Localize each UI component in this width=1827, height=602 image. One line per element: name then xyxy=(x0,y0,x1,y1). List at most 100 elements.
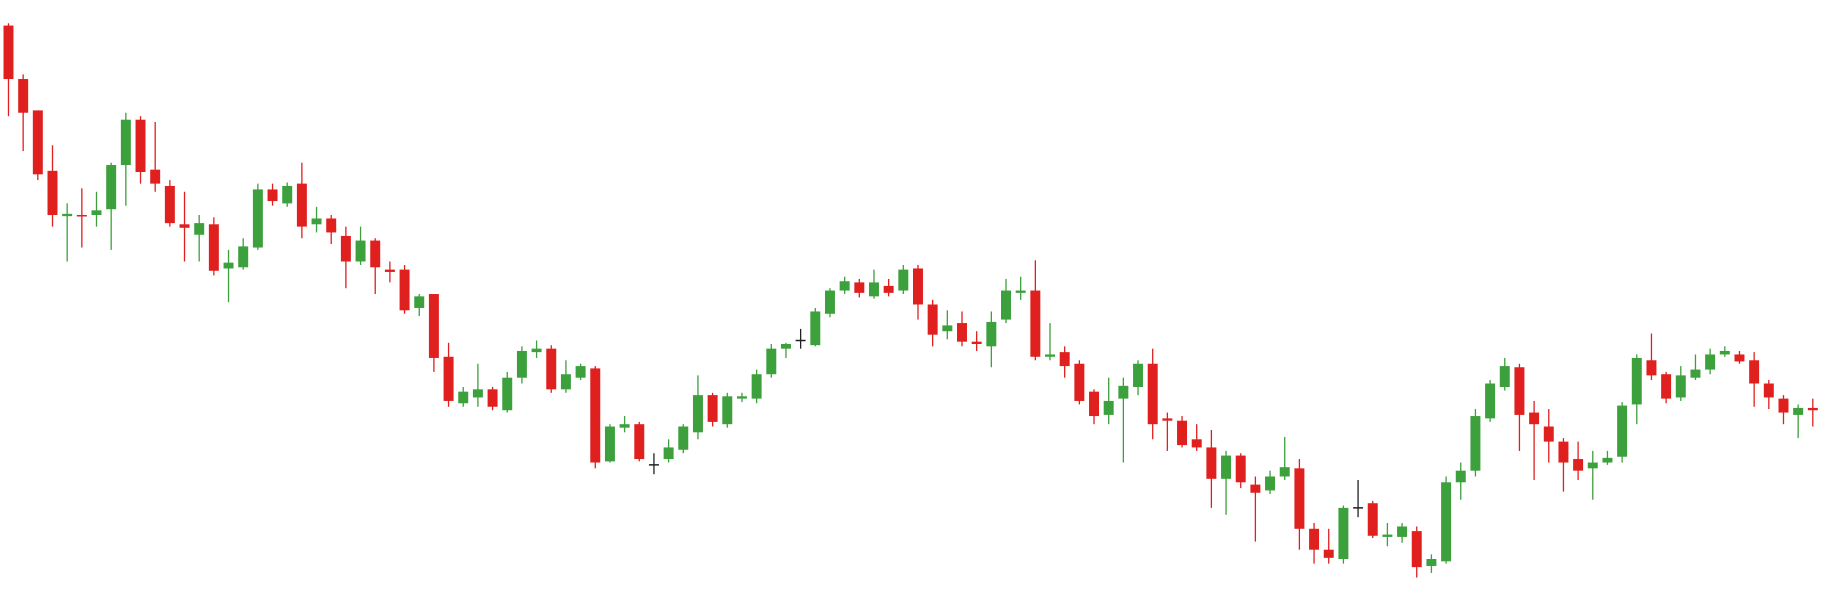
candle-body xyxy=(575,366,586,378)
candle-body xyxy=(1675,375,1686,398)
candle-body xyxy=(1763,383,1774,398)
candle-body xyxy=(1015,290,1026,293)
candle-body xyxy=(1294,468,1305,529)
candle-body xyxy=(428,294,439,358)
candle-body xyxy=(868,282,879,297)
candle-body xyxy=(1265,476,1276,491)
candle-body xyxy=(722,396,733,425)
candle-body xyxy=(414,296,425,308)
candle-body xyxy=(1573,459,1584,471)
candle-body xyxy=(106,165,117,210)
candle-body xyxy=(810,311,821,346)
candle-body xyxy=(736,396,747,399)
candle-body xyxy=(311,218,322,225)
candle-body xyxy=(1397,526,1408,537)
candle-body xyxy=(238,246,249,268)
candle-body xyxy=(194,223,205,235)
candle-body xyxy=(267,189,278,202)
candle-body xyxy=(487,389,498,407)
candle-body xyxy=(1602,457,1613,463)
candle-body xyxy=(1147,363,1158,425)
candle-body xyxy=(1646,360,1657,376)
candle-body xyxy=(883,285,894,293)
candle-body xyxy=(1485,383,1496,419)
candle-body xyxy=(1045,354,1055,357)
candle-body xyxy=(1059,352,1070,367)
candle-body xyxy=(1323,549,1334,558)
candle-body xyxy=(516,350,527,378)
candle-body xyxy=(47,170,58,215)
candle-body xyxy=(898,269,909,291)
candle-body xyxy=(1133,363,1144,387)
candle-body xyxy=(326,218,337,233)
candle-body xyxy=(854,282,865,293)
candle-body xyxy=(1587,462,1598,469)
candle-body xyxy=(1338,507,1349,559)
candle-body xyxy=(32,110,43,175)
candle-body xyxy=(1089,391,1100,417)
candle-body xyxy=(751,374,762,399)
candle-body xyxy=(531,348,542,353)
candle-body xyxy=(986,321,997,347)
candle-body xyxy=(1719,350,1730,355)
candle-body xyxy=(1206,447,1217,479)
candle-body xyxy=(1661,374,1672,399)
candle-body xyxy=(179,224,190,228)
candle-body xyxy=(1705,354,1716,370)
candle-body xyxy=(1411,531,1422,568)
candle-body xyxy=(62,213,73,217)
candle-body xyxy=(282,185,293,204)
candle-body xyxy=(663,447,674,460)
candle-body xyxy=(1529,412,1540,425)
candle-body xyxy=(1250,484,1261,493)
candle-body xyxy=(208,224,219,271)
candle-body xyxy=(1426,559,1437,566)
candle-body xyxy=(1543,426,1554,442)
candle-body xyxy=(1030,290,1041,357)
candle-body xyxy=(1177,420,1188,446)
candle-body xyxy=(546,348,557,390)
candle-body xyxy=(1631,357,1642,405)
candle-body xyxy=(399,269,410,311)
candle-body xyxy=(1778,398,1789,413)
candle-body xyxy=(1309,528,1320,550)
candle-body xyxy=(1514,367,1525,415)
candle-body xyxy=(1074,363,1085,401)
candle-body xyxy=(971,341,982,344)
candle-body xyxy=(1455,470,1466,483)
candle-body xyxy=(1690,369,1701,378)
candle-body xyxy=(458,391,469,404)
candle-body xyxy=(927,304,938,335)
candle-body xyxy=(1162,418,1173,421)
candle-body xyxy=(1558,441,1569,463)
candle-body xyxy=(1367,503,1378,536)
candle-body xyxy=(634,424,645,460)
candle-body xyxy=(502,377,513,411)
candle-body xyxy=(957,323,967,342)
candle-body xyxy=(384,269,395,272)
candle-body xyxy=(3,25,14,80)
candle-body xyxy=(296,183,307,227)
candle-body xyxy=(590,368,601,463)
candle-body xyxy=(1103,400,1114,415)
candle-body xyxy=(1807,407,1818,411)
candle-body xyxy=(913,268,923,305)
candle-body xyxy=(692,395,703,433)
candle-body xyxy=(1382,534,1393,537)
candle-body xyxy=(370,240,381,268)
candle-body xyxy=(678,426,689,450)
candle-body xyxy=(120,119,131,166)
candle-body xyxy=(1749,360,1760,384)
candle-body xyxy=(824,290,835,314)
candle-body xyxy=(1221,455,1232,479)
candle-body xyxy=(135,119,146,172)
candle-body xyxy=(1191,439,1202,448)
candle-body xyxy=(942,325,953,332)
candle-body xyxy=(1235,455,1246,483)
candle-body xyxy=(252,189,263,248)
candle-body xyxy=(18,79,29,113)
candle-body xyxy=(1499,366,1510,387)
candle-body xyxy=(560,374,571,390)
candle-body xyxy=(1470,416,1481,471)
